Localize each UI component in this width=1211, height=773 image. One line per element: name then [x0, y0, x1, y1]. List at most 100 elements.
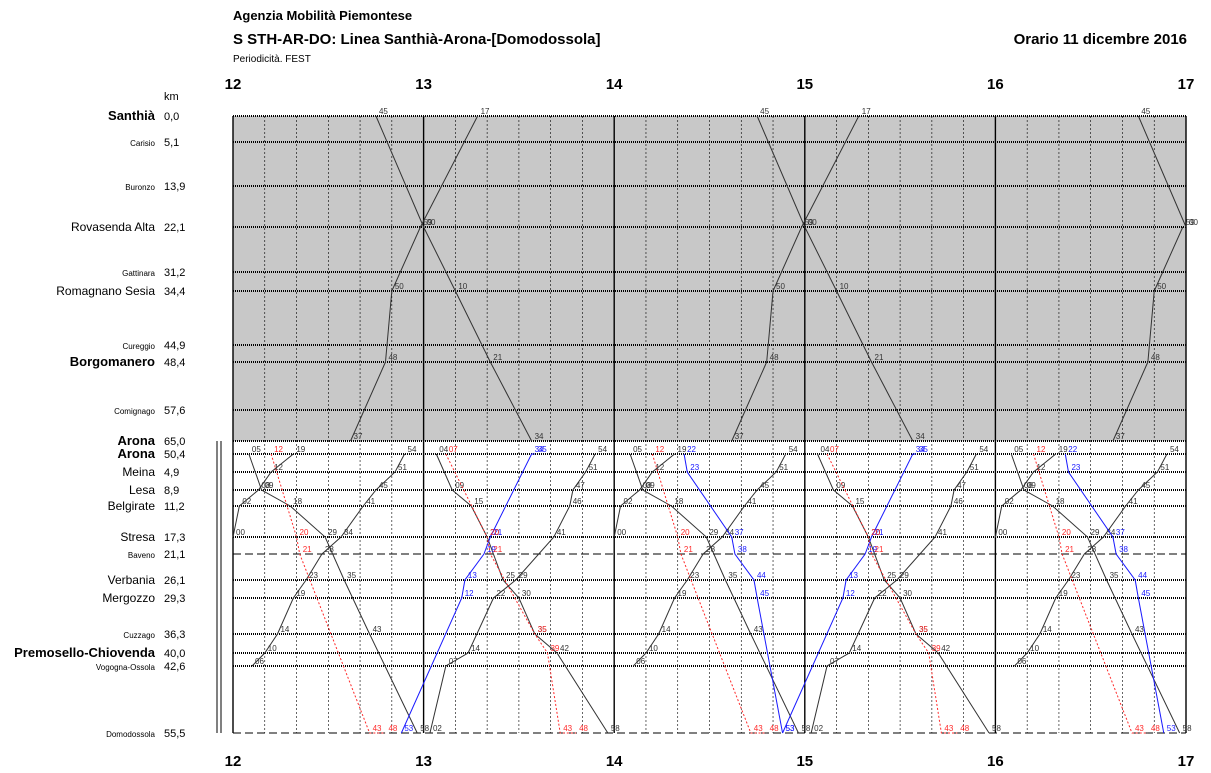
lower-train-path	[683, 453, 784, 734]
lower-train-path	[1014, 453, 1168, 667]
minute-label: 25	[887, 571, 896, 580]
minute-label: 12	[655, 445, 664, 454]
minute-label: 51	[779, 463, 788, 472]
minute-label: 00	[1189, 218, 1198, 227]
station-km: 11,2	[164, 501, 185, 513]
station-name: Buronzo	[125, 183, 155, 192]
minute-label: 08	[1024, 481, 1033, 490]
minute-label: 41	[747, 497, 756, 506]
station-name: Rovasenda Alta	[71, 220, 155, 234]
station-km: 29,3	[164, 593, 185, 605]
station-km: 42,6	[164, 661, 185, 673]
upper-train-path	[350, 115, 479, 442]
station-km: 36,3	[164, 629, 185, 641]
chart-title: S STH-AR-DO: Linea Santhià-Arona-[Domodo…	[233, 31, 601, 48]
minute-label: 47	[576, 481, 585, 490]
minute-label: 02	[814, 724, 823, 733]
minute-label: 20	[681, 528, 690, 537]
minute-label: 48	[960, 724, 969, 733]
minute-label: 20	[490, 528, 499, 537]
station-name: Baveno	[128, 551, 156, 560]
minute-label: 37	[354, 432, 363, 441]
hour-label-top: 14	[606, 76, 623, 93]
upper-train-path	[1137, 115, 1187, 228]
minute-label: 22	[687, 445, 696, 454]
minute-label: 04	[439, 445, 448, 454]
minute-label: 44	[1138, 571, 1147, 580]
minute-label: 47	[957, 481, 966, 490]
minute-label: 43	[1135, 724, 1144, 733]
minute-label: 00	[998, 528, 1007, 537]
minute-label: 30	[522, 589, 531, 598]
minute-label: 43	[754, 625, 763, 634]
validity-date: Orario 11 dicembre 2016	[1013, 31, 1187, 48]
minute-label: 29	[519, 571, 528, 580]
minute-label: 45	[760, 589, 769, 598]
minute-label: 51	[970, 463, 979, 472]
station-name: Domodossola	[106, 730, 155, 739]
minute-label: 12	[274, 463, 283, 472]
minute-label: 51	[398, 463, 407, 472]
station-name: Lesa	[129, 483, 155, 497]
minute-label: 12	[465, 589, 474, 598]
station-km: 48,4	[164, 357, 185, 369]
minute-label: 00	[427, 218, 436, 227]
minute-label: 22	[496, 589, 505, 598]
minute-label: 18	[1056, 497, 1065, 506]
hour-label-top: 12	[225, 76, 242, 93]
minute-label: 45	[1141, 589, 1150, 598]
upper-train-path	[731, 115, 860, 442]
minute-label: 35	[919, 625, 928, 634]
minute-label: 58	[1183, 724, 1192, 733]
minute-label: 14	[1043, 625, 1052, 634]
station-name: Borgomanero	[70, 354, 155, 369]
hour-label-bottom: 12	[225, 753, 242, 770]
lower-train-path	[429, 453, 596, 734]
minute-label: 04	[821, 445, 830, 454]
minute-label: 20	[871, 528, 880, 537]
minute-label: 20	[490, 528, 499, 537]
minute-label: 28	[1087, 545, 1096, 554]
station-name: Mergozzo	[102, 591, 155, 605]
minute-label: 42	[560, 644, 569, 653]
minute-label: 37	[735, 432, 744, 441]
minute-label: 29	[1091, 528, 1100, 537]
minute-label: 14	[471, 644, 480, 653]
minute-label: 45	[379, 481, 388, 490]
station-km: 55,5	[164, 728, 185, 740]
minute-label: 48	[388, 724, 397, 733]
minute-label: 28	[706, 545, 715, 554]
minute-label: 53	[1167, 724, 1176, 733]
minute-label: 06	[1017, 657, 1026, 666]
minute-label: 12	[1037, 445, 1046, 454]
station-name: Cuzzago	[123, 631, 155, 640]
upper-section-panel	[233, 116, 1186, 441]
minute-label: 17	[862, 107, 871, 116]
minute-label: 59	[805, 218, 814, 227]
station-name: Stresa	[120, 530, 155, 544]
minute-label: 21	[493, 353, 502, 362]
minute-label: 43	[1135, 625, 1144, 634]
minute-label: 29	[328, 528, 337, 537]
station-km: 8,9	[164, 485, 179, 497]
station-name: Verbania	[108, 573, 156, 587]
minute-label: 28	[325, 545, 334, 554]
minute-label: 35	[538, 445, 547, 454]
station-km: 22,1	[164, 222, 185, 234]
minute-label: 25	[506, 571, 515, 580]
minute-label: 19	[868, 545, 877, 554]
station-km: 26,1	[164, 575, 185, 587]
minute-label: 22	[1068, 445, 1077, 454]
lower-train-path	[251, 453, 405, 667]
station-name: Carisio	[130, 139, 155, 148]
minute-label: 39	[550, 644, 559, 653]
minute-label: 19	[296, 589, 305, 598]
minute-label: 17	[481, 107, 490, 116]
minute-label: 10	[458, 282, 467, 291]
lower-train-path	[248, 453, 418, 734]
minute-label: 37	[1116, 528, 1125, 537]
minute-label: 38	[738, 545, 747, 554]
minute-label: 18	[293, 497, 302, 506]
hour-label-bottom: 16	[987, 753, 1004, 770]
